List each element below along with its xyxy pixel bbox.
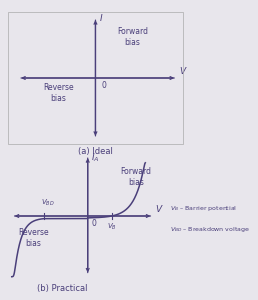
Text: $V_{BD}$: $V_{BD}$: [41, 198, 54, 208]
Text: V: V: [156, 205, 162, 214]
Text: 0: 0: [102, 81, 107, 90]
Text: V: V: [180, 67, 186, 76]
Text: Forward
bias: Forward bias: [117, 26, 148, 46]
Text: Forward
bias: Forward bias: [120, 167, 151, 187]
Text: I: I: [100, 14, 102, 23]
Text: $V_B$: $V_B$: [107, 222, 117, 232]
Text: Reverse
bias: Reverse bias: [43, 83, 74, 103]
Text: (a) Ideal: (a) Ideal: [78, 147, 113, 156]
Text: 0: 0: [92, 219, 96, 228]
Text: Reverse
bias: Reverse bias: [18, 228, 49, 248]
Text: $V_{BD}$ – Breakdown voltage: $V_{BD}$ – Breakdown voltage: [170, 225, 250, 234]
Text: $V_B$ – Barrier potential: $V_B$ – Barrier potential: [170, 204, 237, 213]
Text: (b) Practical: (b) Practical: [37, 284, 87, 292]
Text: $I_A$: $I_A$: [91, 152, 100, 164]
